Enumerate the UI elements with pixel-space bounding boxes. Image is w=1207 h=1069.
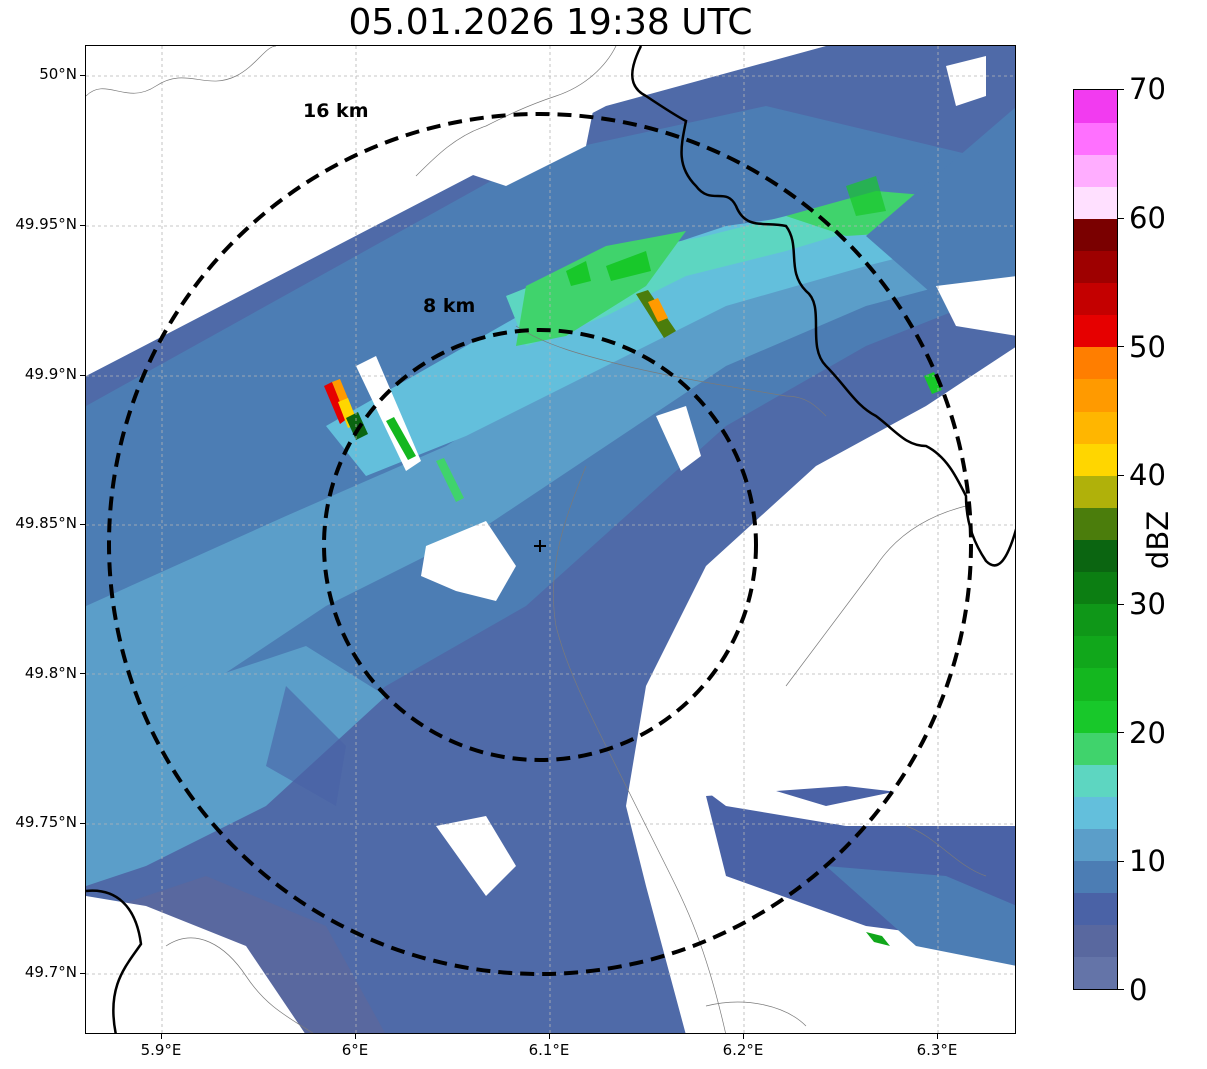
colorbar-segment (1074, 314, 1117, 348)
colorbar-label: dBZ (1141, 510, 1175, 570)
colorbar-tick-30: 30 (1129, 587, 1166, 621)
colorbar-segment (1074, 539, 1117, 573)
radar-map[interactable] (85, 45, 1016, 1034)
colorbar-segment (1074, 828, 1117, 862)
high-reflectivity-cells (324, 176, 942, 946)
lon-tick-6: 6°E (341, 1041, 369, 1059)
colorbar-segment (1074, 90, 1117, 123)
colorbar-segment (1074, 346, 1117, 380)
colorbar-segment (1074, 635, 1117, 669)
colorbar-tick-0: 0 (1129, 973, 1148, 1007)
range-rings (107, 112, 973, 976)
ring-label-16km: 16 km (303, 100, 369, 122)
lon-tick-6-3: 6.3°E (916, 1041, 958, 1059)
map-title: 05.01.2026 19:38 UTC (348, 2, 753, 43)
colorbar-segment (1074, 860, 1117, 894)
range-ring-8km (322, 328, 758, 762)
range-ring-16km (107, 112, 973, 976)
lat-tick-49-75: 49.75°N (15, 813, 77, 831)
ring-label-8km: 8 km (423, 295, 476, 317)
colorbar-tick-20: 20 (1129, 716, 1166, 750)
dbz-colorbar (1073, 89, 1118, 990)
colorbar-segment (1074, 378, 1117, 412)
lon-tick-6-1: 6.1°E (528, 1041, 570, 1059)
colorbar-segment (1074, 667, 1117, 701)
colorbar-segment (1074, 250, 1117, 284)
colorbar-segment (1074, 282, 1117, 316)
colorbar-segment (1074, 186, 1117, 219)
colorbar-segment (1074, 571, 1117, 605)
colorbar-segment (1074, 603, 1117, 637)
radar-site-marker (534, 540, 546, 552)
radar-map-canvas (86, 46, 1015, 1033)
lat-tick-49-85: 49.85°N (15, 514, 77, 532)
colorbar-segment (1074, 732, 1117, 765)
country-border (86, 46, 1015, 1033)
colorbar-tick-60: 60 (1129, 201, 1166, 235)
colorbar-segment (1074, 507, 1117, 540)
graticule (86, 46, 1015, 1033)
lat-tick-49-7: 49.7°N (24, 963, 77, 981)
colorbar-segment (1074, 475, 1117, 508)
colorbar-segment (1074, 154, 1117, 187)
colorbar-segment (1074, 700, 1117, 733)
colorbar-segment (1074, 956, 1117, 990)
colorbar-segment (1074, 892, 1117, 926)
lon-tick-6-2: 6.2°E (722, 1041, 764, 1059)
colorbar-segment (1074, 796, 1117, 829)
lat-tick-50: 50°N (39, 65, 77, 83)
lat-tick-49-9: 49.9°N (24, 365, 77, 383)
colorbar-segment (1074, 122, 1117, 155)
lat-tick-49-8: 49.8°N (24, 664, 77, 682)
colorbar-segment (1074, 443, 1117, 476)
colorbar-segment (1074, 218, 1117, 252)
lat-tick-49-95: 49.95°N (15, 215, 77, 233)
admin-boundaries (86, 46, 987, 1033)
colorbar-tick-50: 50 (1129, 330, 1166, 364)
colorbar-tick-70: 70 (1129, 72, 1166, 106)
colorbar-segment (1074, 411, 1117, 444)
colorbar-tick-10: 10 (1129, 844, 1166, 878)
colorbar-segment (1074, 764, 1117, 797)
lon-tick-5-9: 5.9°E (140, 1041, 182, 1059)
colorbar-tick-40: 40 (1129, 458, 1166, 492)
colorbar-segment (1074, 924, 1117, 958)
